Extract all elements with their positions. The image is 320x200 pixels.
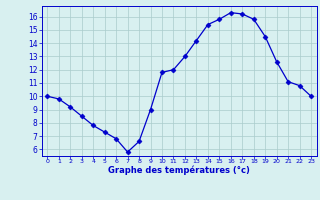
X-axis label: Graphe des températures (°c): Graphe des températures (°c) bbox=[108, 166, 250, 175]
